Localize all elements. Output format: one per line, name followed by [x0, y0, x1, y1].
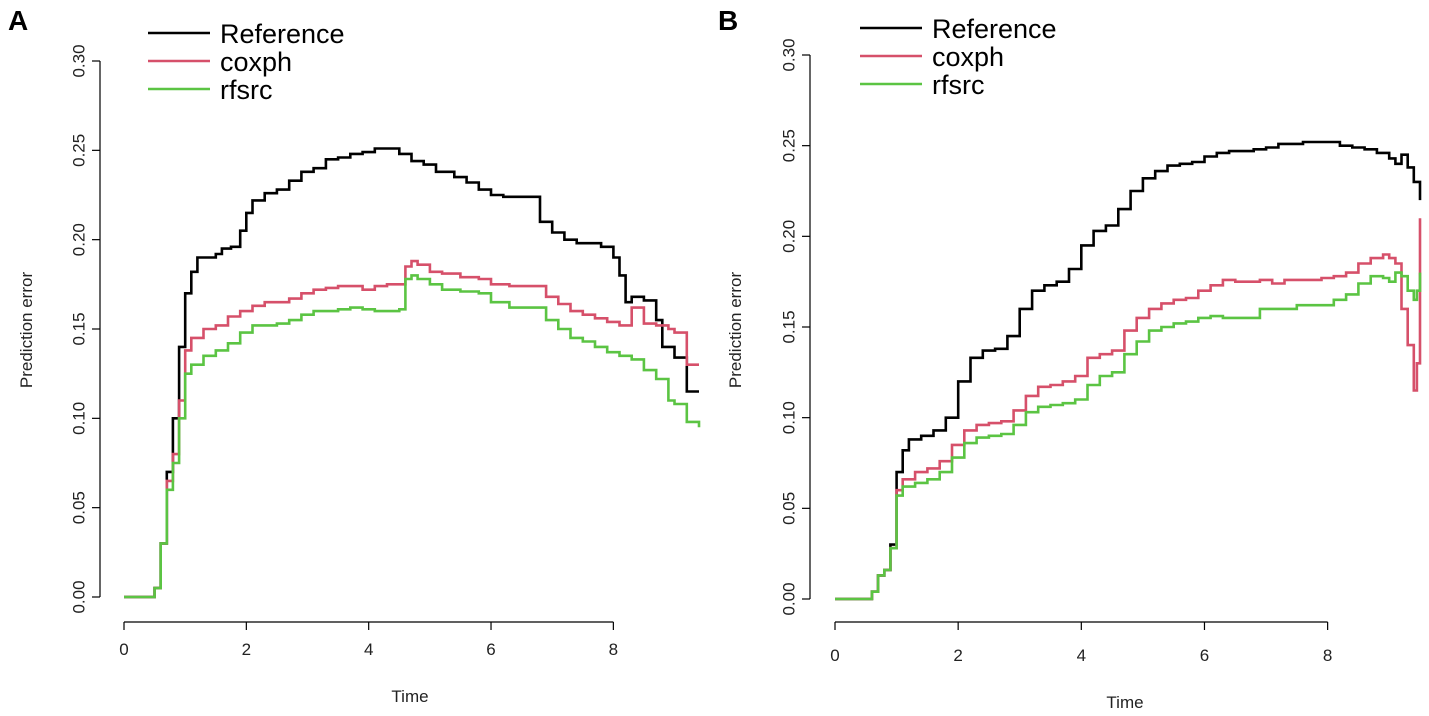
- legend-label-reference: Reference: [932, 14, 1057, 44]
- y-tick-label: 0.30: [779, 38, 798, 71]
- y-tick-label: 0.25: [779, 129, 798, 162]
- y-tick-label: 0.05: [69, 491, 88, 524]
- panel-b: B Reference coxph rfsrc 0 2 4 6 8 0.00 0.05 0.1…: [718, 5, 1422, 712]
- y-tick-label: 0.30: [69, 44, 88, 77]
- x-axis-title-a: Time: [391, 687, 428, 706]
- x-tick-label: 0: [119, 640, 128, 659]
- y-tick-label: 0.20: [69, 223, 88, 256]
- series-line-coxph: [124, 259, 699, 599]
- panel-label-b: B: [718, 5, 738, 36]
- y-axis-title-b: Prediction error: [726, 272, 745, 389]
- y-tick-label: 0.10: [69, 402, 88, 435]
- x-tick-label: 8: [1323, 646, 1332, 665]
- x-tick-label: 4: [1077, 646, 1086, 665]
- series-line-reference: [835, 140, 1422, 601]
- legend-label-reference: Reference: [220, 19, 345, 49]
- series-line-rfsrc: [835, 271, 1422, 601]
- legend-a: Reference coxph rfsrc: [148, 19, 345, 105]
- y-tick-label: 0.00: [779, 582, 798, 615]
- plot-area-a: [124, 147, 701, 599]
- x-tick-label: 8: [609, 640, 618, 659]
- y-tick-label: 0.00: [69, 580, 88, 613]
- axes-b: 0 2 4 6 8 0.00 0.05 0.10 0.15 0.20 0.25 0.30: [779, 38, 1332, 665]
- x-tick-label: 4: [364, 640, 373, 659]
- y-tick-label: 0.15: [69, 312, 88, 345]
- series-line-coxph: [835, 218, 1422, 601]
- panel-label-a: A: [8, 5, 28, 36]
- x-tick-label: 6: [486, 640, 495, 659]
- x-tick-label: 2: [953, 646, 962, 665]
- x-axis-title-b: Time: [1106, 693, 1143, 712]
- y-tick-label: 0.20: [779, 220, 798, 253]
- y-tick-label: 0.25: [69, 134, 88, 167]
- x-tick-label: 6: [1200, 646, 1209, 665]
- legend-label-coxph: coxph: [220, 47, 292, 77]
- y-tick-label: 0.05: [779, 492, 798, 525]
- x-tick-label: 2: [242, 640, 251, 659]
- series-line-rfsrc: [124, 274, 701, 599]
- y-tick-label: 0.10: [779, 401, 798, 434]
- x-tick-label: 0: [830, 646, 839, 665]
- legend-label-coxph: coxph: [932, 42, 1004, 72]
- axes-a: 0 2 4 6 8 0.00 0.05 0.10 0.15 0.20 0.25 0.30: [69, 44, 618, 659]
- y-axis-title-a: Prediction error: [17, 272, 36, 389]
- y-tick-label: 0.15: [779, 310, 798, 343]
- plot-area-b: [835, 140, 1422, 601]
- legend-label-rfsrc: rfsrc: [220, 75, 272, 105]
- panel-a: A Reference coxph rfsrc 0 2 4 6 8 0.00 0.05 0.1…: [8, 5, 701, 706]
- legend-label-rfsrc: rfsrc: [932, 70, 984, 100]
- series-line-reference: [124, 147, 699, 599]
- legend-b: Reference coxph rfsrc: [860, 14, 1057, 100]
